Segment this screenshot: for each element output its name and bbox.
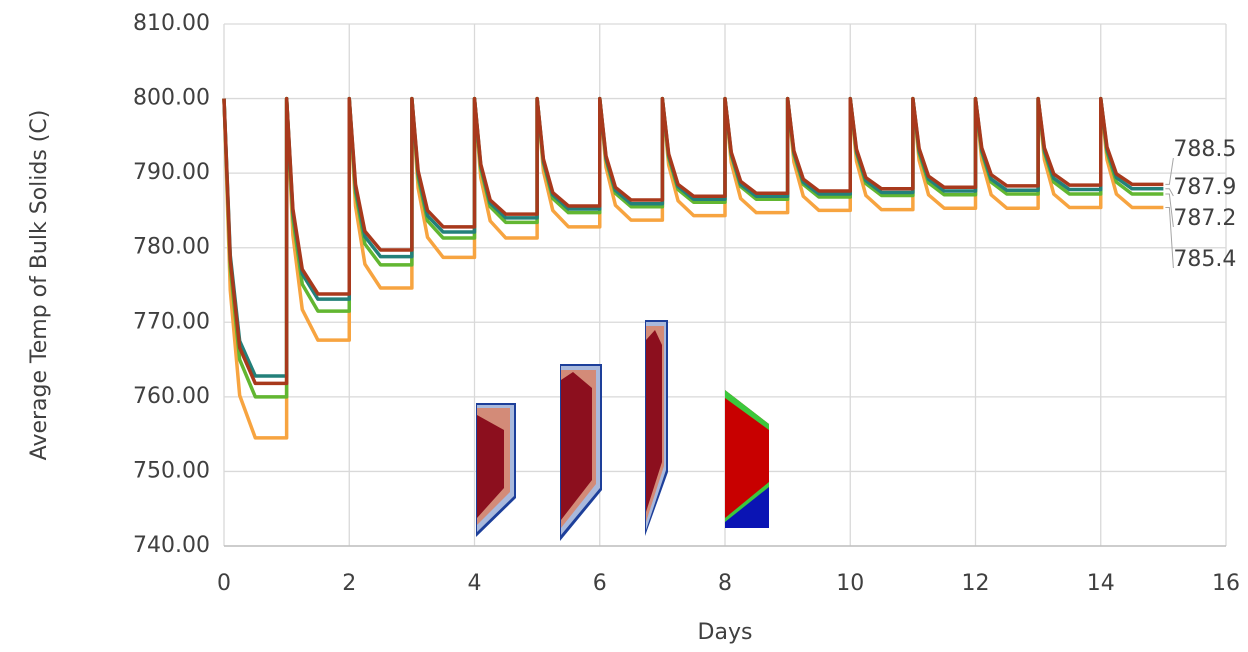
- inset-1: [476, 403, 516, 537]
- series-line: [222, 96, 1164, 378]
- x-tick-label: 8: [718, 571, 732, 596]
- y-tick-label: 790.00: [133, 160, 210, 185]
- x-tick-label: 12: [962, 571, 990, 596]
- series-line: [222, 96, 1164, 386]
- end-value-label: 787.2: [1173, 206, 1236, 231]
- y-tick-label: 750.00: [133, 458, 210, 483]
- y-tick-label: 810.00: [133, 11, 210, 36]
- series-line: [222, 96, 1164, 440]
- y-tick-label: 800.00: [133, 86, 210, 111]
- inset-3: [645, 320, 668, 536]
- x-tick-label: 14: [1087, 571, 1115, 596]
- y-axis-title: Average Temp of Bulk Solids (C): [27, 110, 52, 461]
- label-leader: [1165, 193, 1174, 228]
- inset-2: [560, 364, 602, 541]
- end-value-label: 787.9: [1173, 175, 1236, 200]
- inset-images: [476, 320, 769, 541]
- y-tick-label: 740.00: [133, 533, 210, 558]
- end-value-label: 785.4: [1173, 247, 1236, 272]
- y-tick-label: 770.00: [133, 309, 210, 334]
- inset-4: [725, 390, 769, 528]
- x-tick-label: 4: [468, 571, 482, 596]
- x-tick-label: 2: [342, 571, 356, 596]
- x-axis-title: Days: [698, 620, 753, 645]
- lines: [222, 96, 1164, 440]
- label-leader: [1165, 188, 1174, 197]
- y-tick-label: 760.00: [133, 384, 210, 409]
- x-tick-label: 6: [593, 571, 607, 596]
- labels: 740.00 750.00 760.00 770.00 780.00 790.00 800.…: [133, 11, 1240, 596]
- x-tick-label: 0: [217, 571, 231, 596]
- y-tick-label: 780.00: [133, 235, 210, 260]
- label-leader: [1165, 206, 1174, 269]
- x-tick-label: 10: [836, 571, 864, 596]
- end-value-label: 788.5: [1173, 137, 1236, 162]
- label-leader: [1165, 157, 1174, 185]
- x-tick-label: 16: [1212, 571, 1240, 596]
